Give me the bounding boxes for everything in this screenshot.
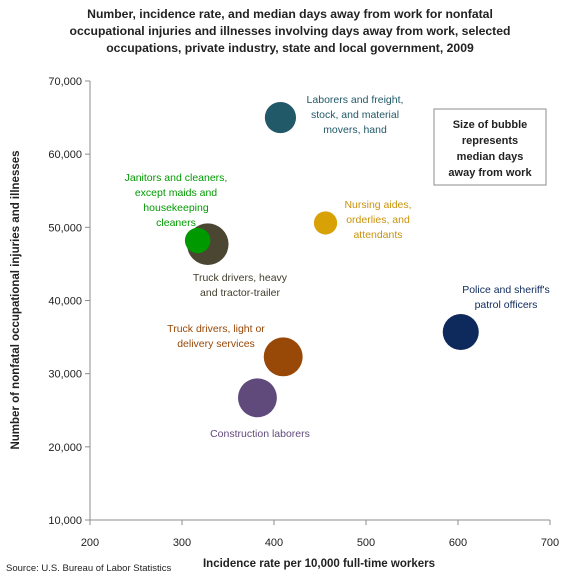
bubble-label-0: Laborers and freight, stock, and material… bbox=[307, 94, 404, 136]
bubbles bbox=[184, 101, 479, 418]
note-line-2: represents bbox=[462, 135, 518, 147]
note-line-3: median days bbox=[457, 151, 524, 163]
y-tick-label: 70,000 bbox=[48, 76, 82, 88]
y-axis-label: Number of nonfatal occupational injuries… bbox=[10, 150, 22, 449]
bubble-5 bbox=[263, 337, 303, 377]
bubble-label-line: cleaners bbox=[156, 217, 196, 229]
chart-title: Number, incidence rate, and median days … bbox=[10, 6, 570, 57]
note-line-4: away from work bbox=[448, 167, 532, 179]
bubble-label-line: stock, and material bbox=[311, 109, 399, 121]
bubble-label-line: movers, hand bbox=[323, 124, 387, 136]
note-box bbox=[433, 108, 547, 186]
bubble-label-line: Nursing aides, bbox=[344, 199, 411, 211]
source-note: Source: U.S. Bureau of Labor Statistics bbox=[6, 563, 172, 574]
title-line-1: Number, incidence rate, and median days … bbox=[87, 7, 493, 21]
bubble-4 bbox=[442, 313, 479, 350]
y-tick-label: 10,000 bbox=[48, 515, 82, 527]
y-tick-label: 60,000 bbox=[48, 149, 82, 161]
bubble-label-3: Truck drivers, heavy and tractor-trailer bbox=[193, 272, 288, 299]
bubble-label-6: Construction laborers bbox=[210, 428, 310, 440]
bubble-0 bbox=[264, 101, 297, 134]
bubble-label-line: delivery services bbox=[177, 338, 255, 350]
bubble-label-line: Construction laborers bbox=[210, 428, 310, 440]
bubble-label-line: Police and sheriff's bbox=[462, 284, 550, 296]
title-line-3: occupations, private industry, state and… bbox=[106, 41, 474, 55]
bubble-label-line: Laborers and freight, bbox=[307, 94, 404, 106]
y-tick-label: 20,000 bbox=[48, 442, 82, 454]
y-tick-label: 40,000 bbox=[48, 296, 82, 308]
x-tick-label: 500 bbox=[357, 537, 375, 549]
x-tick-label: 400 bbox=[265, 537, 283, 549]
bubble-label-line: Janitors and cleaners, bbox=[125, 172, 228, 184]
y-tick-label: 30,000 bbox=[48, 369, 82, 381]
bubble-labels: Laborers and freight, stock, and material… bbox=[125, 94, 550, 440]
bubble-label-2: Janitors and cleaners, except maids and ho… bbox=[125, 172, 228, 229]
axes: 200 300 400 500 600 700 10,000 20,000 30,000 40,0… bbox=[48, 76, 559, 549]
x-tick-label: 700 bbox=[541, 537, 559, 549]
x-tick-label: 300 bbox=[173, 537, 191, 549]
title-line-2: occupational injuries and illnesses invo… bbox=[69, 24, 511, 38]
legend-note: Size of bubble represents median days aw… bbox=[433, 108, 547, 186]
bubble-label-line: except maids and bbox=[135, 187, 217, 199]
bubble-label-5: Truck drivers, light or delivery services bbox=[167, 323, 265, 350]
bubble-label-line: attendants bbox=[353, 229, 402, 241]
y-tick-label: 50,000 bbox=[48, 222, 82, 234]
bubble-6 bbox=[237, 378, 277, 418]
bubble-label-1: Nursing aides, orderlies, and attendants bbox=[344, 199, 411, 241]
note-line-1: Size of bubble bbox=[453, 119, 528, 131]
x-axis-label: Incidence rate per 10,000 full-time work… bbox=[203, 558, 435, 570]
bubble-label-line: patrol officers bbox=[475, 299, 538, 311]
bubble-label-line: and tractor-trailer bbox=[200, 287, 280, 299]
bubble-label-line: orderlies, and bbox=[346, 214, 410, 226]
bubble-label-line: housekeeping bbox=[143, 202, 209, 214]
bubble-1 bbox=[313, 211, 338, 235]
bubble-label-line: Truck drivers, light or bbox=[167, 323, 265, 335]
x-tick-label: 600 bbox=[449, 537, 467, 549]
bubble-label-4: Police and sheriff's patrol officers bbox=[462, 284, 550, 311]
bubble-label-line: Truck drivers, heavy bbox=[193, 272, 288, 284]
bubble-2 bbox=[184, 227, 211, 254]
x-tick-label: 200 bbox=[81, 537, 99, 549]
